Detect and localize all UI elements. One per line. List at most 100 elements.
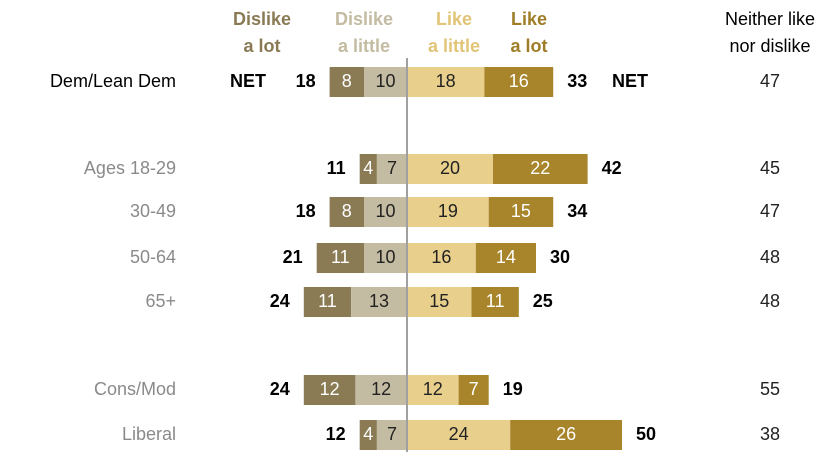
bar-dislike-a-lot (316, 243, 364, 273)
neither-value: 55 (760, 379, 780, 399)
neither-value: 38 (760, 424, 780, 444)
bar-like-a-lot (493, 154, 588, 184)
neither-value: 47 (760, 201, 780, 221)
bar-dislike-a-little-label: 13 (369, 291, 389, 311)
bar-dislike-a-lot-label: 4 (363, 424, 373, 444)
bar-like-a-lot-label: 7 (469, 379, 479, 399)
dislike-net-value: 18 (296, 201, 316, 221)
header-neither-line-1: Neither like (725, 9, 815, 29)
bar-like-a-lot-label: 16 (509, 71, 529, 91)
row-6: Liberal 4 7 24 26 12 50 38 (122, 420, 780, 450)
bar-dislike-a-little (364, 67, 407, 97)
row-label: Cons/Mod (94, 379, 176, 399)
bar-dislike-a-little (364, 197, 407, 227)
bar-like-a-little-label: 12 (423, 379, 443, 399)
bar-dislike-a-little-label: 10 (375, 201, 395, 221)
header-dislike-a-lot-line-1: Dislike (233, 9, 291, 29)
row-label: Liberal (122, 424, 176, 444)
bar-like-a-lot-label: 11 (486, 291, 505, 311)
header-dislike-a-little-line-2: a little (338, 36, 390, 56)
bar-dislike-a-little (364, 243, 407, 273)
header-dislike-a-lot-line-2: a lot (243, 36, 280, 56)
header-dislike-a-little-line-1: Dislike (335, 9, 393, 29)
dislike-net-value: 12 (326, 424, 346, 444)
row-label: 65+ (145, 291, 176, 311)
row-1: Ages 18-29 4 7 20 22 11 42 45 (84, 154, 780, 184)
bar-like-a-little-label: 20 (440, 158, 460, 178)
row-2: 30-49 8 10 19 15 18 34 47 (130, 197, 780, 227)
bar-like-a-little (407, 375, 459, 405)
neither-value: 47 (760, 71, 780, 91)
column-headers: Dislike a lot Dislike a little Like a little L… (233, 9, 815, 56)
like-net-value: 34 (567, 201, 587, 221)
neither-value: 48 (760, 247, 780, 267)
bar-dislike-a-lot-label: 8 (342, 71, 352, 91)
row-4: 65+ 11 13 15 11 24 25 48 (145, 287, 780, 317)
bar-dislike-a-lot-label: 11 (318, 291, 337, 311)
row-0: Dem/Lean Dem 8 10 18 16 18 33 NET NET 47 (50, 67, 780, 97)
neither-value: 45 (760, 158, 780, 178)
bar-like-a-lot-label: 15 (511, 201, 531, 221)
row-label: Dem/Lean Dem (50, 71, 176, 91)
header-like-a-little-line-1: Like (436, 9, 472, 29)
bar-dislike-a-lot (359, 154, 377, 184)
bar-like-a-lot (510, 420, 622, 450)
bar-dislike-a-lot-label: 12 (320, 379, 340, 399)
bar-dislike-a-little-label: 12 (371, 379, 391, 399)
header-like-a-lot-line-2: a lot (510, 36, 547, 56)
bar-dislike-a-little-label: 7 (387, 158, 397, 178)
bar-like-a-little (407, 197, 489, 227)
bar-like-a-lot-label: 14 (496, 247, 516, 267)
bar-like-a-lot (471, 287, 519, 317)
like-net-value: 33 (567, 71, 587, 91)
bar-dislike-a-little-label: 10 (375, 71, 395, 91)
bar-like-a-little (407, 287, 472, 317)
row-label: Ages 18-29 (84, 158, 176, 178)
dislike-net-value: 11 (327, 158, 346, 178)
bar-dislike-a-little-label: 7 (387, 424, 397, 444)
bar-dislike-a-lot (303, 287, 352, 317)
bar-like-a-little (407, 420, 511, 450)
bar-like-a-little-label: 16 (431, 247, 451, 267)
bar-like-a-lot (488, 197, 554, 227)
like-net-value: 30 (550, 247, 570, 267)
neither-value: 48 (760, 291, 780, 311)
bar-dislike-a-lot (329, 197, 364, 227)
dislike-net-value: 21 (283, 247, 303, 267)
header-neither-line-2: nor dislike (729, 36, 810, 56)
bar-like-a-little-label: 24 (449, 424, 469, 444)
row-label: 50-64 (130, 247, 176, 267)
bar-like-a-little (407, 243, 476, 273)
header-like-a-lot-line-1: Like (511, 9, 547, 29)
bar-like-a-little-label: 18 (436, 71, 456, 91)
row-5: Cons/Mod 12 12 12 7 24 19 55 (94, 375, 780, 405)
bar-like-a-lot-label: 26 (556, 424, 576, 444)
bar-like-a-little (407, 154, 493, 184)
dislike-net-value: 18 (296, 71, 316, 91)
bar-dislike-a-little-label: 10 (375, 247, 395, 267)
row-3: 50-64 11 10 16 14 21 30 48 (130, 243, 780, 273)
bar-dislike-a-lot (359, 420, 377, 450)
bar-dislike-a-lot (329, 67, 364, 97)
bar-like-a-lot (475, 243, 536, 273)
bar-dislike-a-little (376, 420, 407, 450)
like-net-value: 42 (602, 158, 622, 178)
bar-dislike-a-lot-label: 4 (363, 158, 373, 178)
dislike-net-label: NET (230, 71, 266, 91)
bar-like-a-lot (458, 375, 489, 405)
header-like-a-little-line-2: a little (428, 36, 480, 56)
bar-like-a-lot-label: 22 (530, 158, 550, 178)
dislike-net-value: 24 (270, 379, 290, 399)
like-net-value: 50 (636, 424, 656, 444)
bar-dislike-a-little (376, 154, 407, 184)
bar-dislike-a-lot-label: 11 (331, 247, 350, 267)
bar-dislike-a-lot-label: 8 (342, 201, 352, 221)
like-net-label: NET (612, 71, 648, 91)
bar-like-a-little-label: 15 (429, 291, 449, 311)
bar-dislike-a-little (355, 375, 407, 405)
bar-dislike-a-lot (303, 375, 356, 405)
bar-like-a-little (407, 67, 485, 97)
like-net-value: 25 (533, 291, 553, 311)
